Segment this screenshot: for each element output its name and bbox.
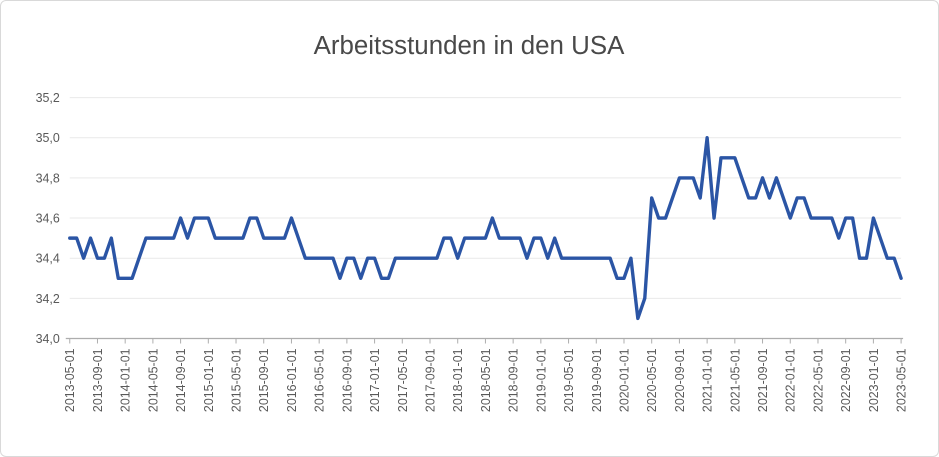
- x-tick-label: 2016-01-01: [285, 348, 299, 412]
- x-tick-label: 2014-01-01: [119, 348, 133, 412]
- y-tick-label: 34,4: [36, 252, 60, 266]
- data-series-line: [68, 136, 903, 321]
- x-tick-label: 2014-09-01: [174, 348, 188, 412]
- x-tick-label: 2022-09-01: [839, 348, 853, 412]
- x-tick-label: 2020-05-01: [645, 348, 659, 412]
- chart-title: Arbeitsstunden in den USA: [314, 32, 625, 60]
- x-tick-label: 2019-05-01: [562, 348, 576, 412]
- x-tick-label: 2013-05-01: [63, 348, 77, 412]
- x-tick-label: 2022-05-01: [811, 348, 825, 412]
- x-tick-label: 2014-05-01: [146, 348, 160, 412]
- x-tick-label: 2013-09-01: [91, 348, 105, 412]
- y-tick-label: 34,2: [36, 292, 60, 306]
- gridlines-layer: [69, 97, 902, 299]
- y-tick-label: 35,2: [36, 91, 60, 105]
- x-tick-label: 2017-01-01: [368, 348, 382, 412]
- x-tick-label: 2018-01-01: [451, 348, 465, 412]
- series-layer: [68, 136, 903, 321]
- x-tick-label: 2020-09-01: [673, 348, 687, 412]
- axes-layer: 34,0 34,2 34,4 34,6 34,8 35,0 35,2 2013-05-01 20…: [36, 91, 909, 412]
- y-tick-label: 34,6: [36, 212, 60, 226]
- x-tick-label: 2016-09-01: [340, 348, 354, 412]
- x-tick-label: 2017-09-01: [423, 348, 437, 412]
- y-tick-label: 34,8: [36, 171, 60, 185]
- x-tick-label: 2015-01-01: [202, 348, 216, 412]
- y-tick-label: 34,0: [36, 332, 60, 346]
- x-tick-label: 2019-09-01: [590, 348, 604, 412]
- x-tick-label: 2021-05-01: [728, 348, 742, 412]
- x-tick-label: 2018-09-01: [507, 348, 521, 412]
- x-tick-label: 2021-01-01: [701, 348, 715, 412]
- x-tick-label: 2018-05-01: [479, 348, 493, 412]
- x-tick-label: 2021-09-01: [756, 348, 770, 412]
- x-tick-label: 2019-01-01: [534, 348, 548, 412]
- x-tick-label: 2015-09-01: [257, 348, 271, 412]
- x-tick-label: 2016-05-01: [313, 348, 327, 412]
- x-tick-label: 2020-01-01: [617, 348, 631, 412]
- y-tick-label: 35,0: [36, 131, 60, 145]
- x-tick-label: 2023-01-01: [867, 348, 881, 412]
- x-tick-label: 2023-05-01: [895, 348, 909, 412]
- x-tick-label: 2022-01-01: [784, 348, 798, 412]
- x-tick-label: 2017-05-01: [396, 348, 410, 412]
- x-tick-label: 2015-05-01: [230, 348, 244, 412]
